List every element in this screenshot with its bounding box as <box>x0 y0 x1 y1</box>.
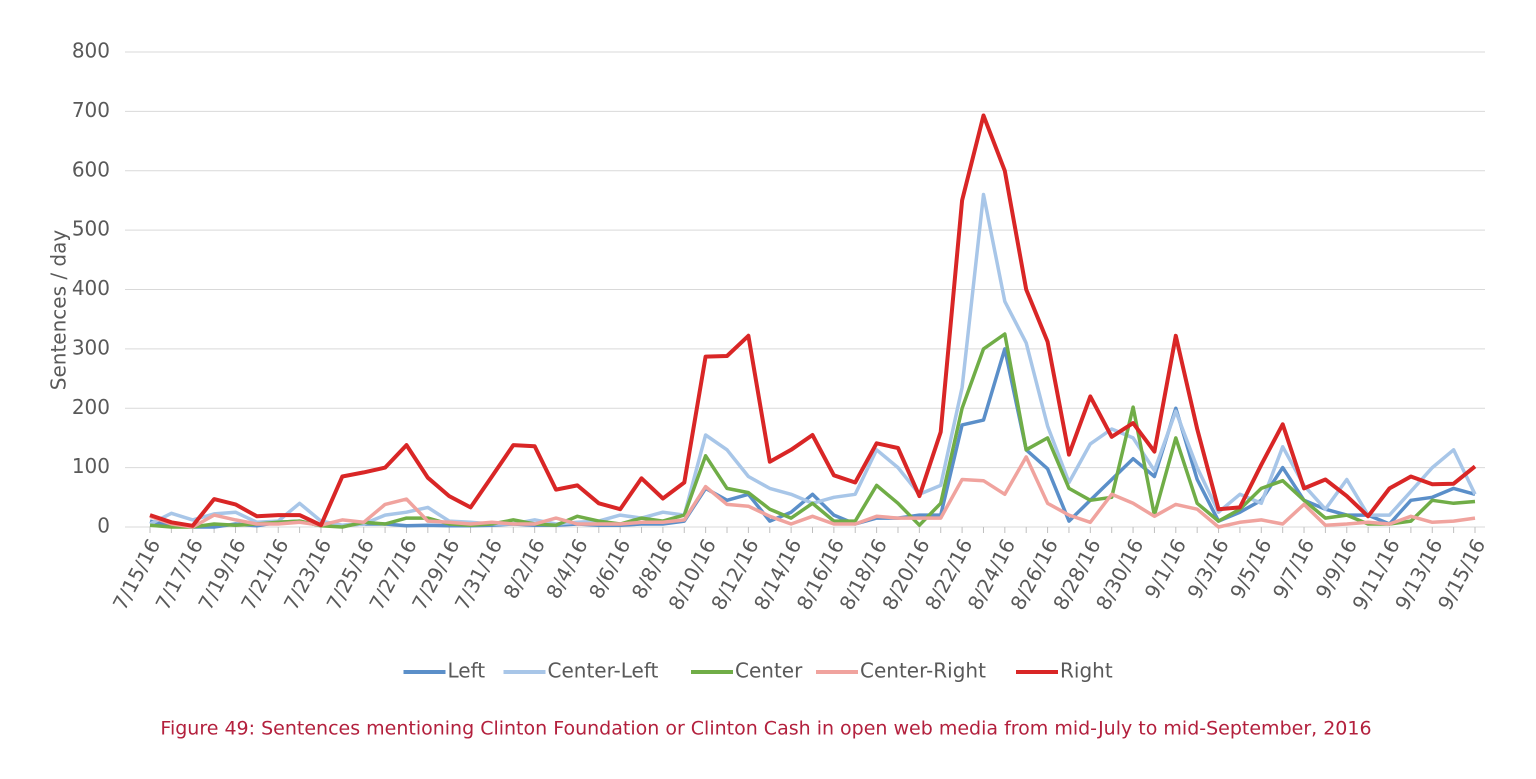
y-tick-label: 200 <box>72 395 110 419</box>
legend-label: Center-Left <box>548 659 659 683</box>
y-tick-label: 800 <box>72 39 110 63</box>
y-tick-label: 300 <box>72 335 110 359</box>
y-tick-label: 600 <box>72 157 110 181</box>
y-tick-label: 700 <box>72 98 110 122</box>
series-line <box>149 332 1476 529</box>
series-line <box>149 455 1476 529</box>
y-axis-label: Sentences / day <box>47 230 71 391</box>
y-tick-label: 0 <box>97 514 110 538</box>
legend-label: Right <box>1060 659 1113 683</box>
legend-label: Center <box>735 659 803 683</box>
y-tick-label: 100 <box>72 454 110 478</box>
y-tick-label: 500 <box>72 217 110 241</box>
series-line <box>149 113 1477 528</box>
y-tick-label: 400 <box>72 276 110 300</box>
legend-label: Left <box>448 659 486 683</box>
caption: Figure 49: Sentences mentioning Clinton … <box>160 718 1371 740</box>
legend-label: Center-Right <box>860 659 986 683</box>
